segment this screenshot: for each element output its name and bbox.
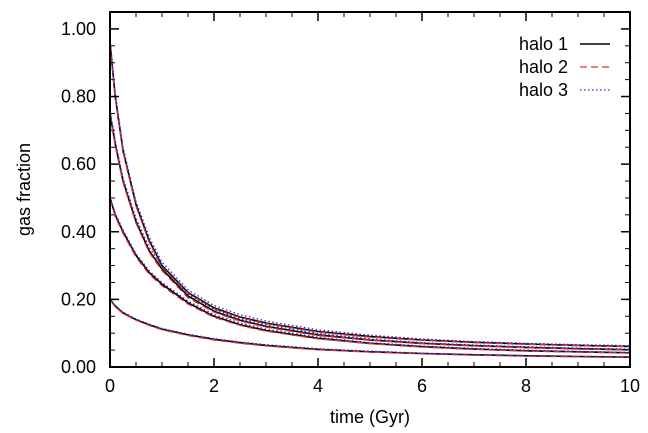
plot-frame	[109, 11, 631, 368]
series-2-curve-1	[109, 44, 631, 348]
x-axis-title: time (Gyr)	[330, 407, 410, 427]
legend-label-2: halo 2	[519, 57, 568, 77]
x-tick-label: 10	[620, 376, 640, 396]
series-2-curve-3	[109, 199, 631, 354]
x-tick-label: 8	[521, 376, 531, 396]
legend: halo 1 halo 2 halo 3	[519, 34, 610, 100]
legend-label-3: halo 3	[519, 80, 568, 100]
y-tick-label: 0.20	[61, 289, 96, 309]
y-tick-label: 0.80	[61, 87, 96, 107]
series-3-curve-4	[109, 298, 631, 358]
y-tick-label: 0.60	[61, 154, 96, 174]
legend-label-1: halo 1	[519, 34, 568, 54]
series-2-curve-4	[109, 299, 631, 359]
series-layer	[109, 38, 631, 359]
series-1-curve-2	[109, 113, 631, 351]
y-tick-label: 0.00	[61, 357, 96, 377]
x-tick-labels: 0 2 4 6 8 10	[105, 376, 640, 396]
y-axis-title: gas fraction	[14, 143, 34, 236]
x-tick-label: 4	[313, 376, 323, 396]
x-tick-label: 6	[417, 376, 427, 396]
x-tick-label: 0	[105, 376, 115, 396]
y-tick-label: 0.40	[61, 222, 96, 242]
series-3-curve-1	[109, 38, 631, 347]
y-tick-label: 1.00	[61, 19, 96, 39]
y-tick-labels: 0.00 0.20 0.40 0.60 0.80 1.00	[61, 19, 96, 377]
series-3-curve-2	[109, 109, 631, 350]
x-tick-label: 2	[209, 376, 219, 396]
